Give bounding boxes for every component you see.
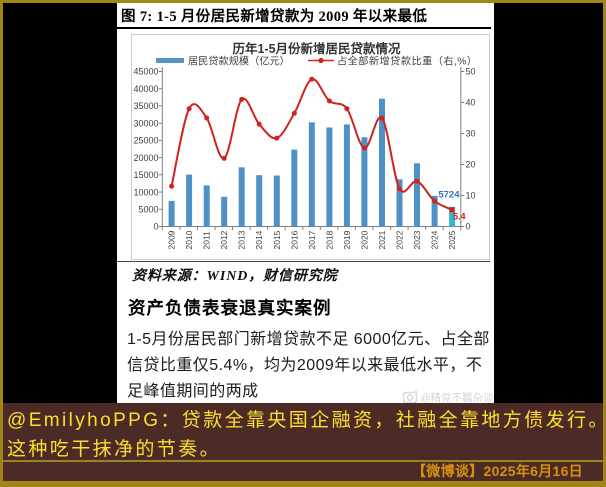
svg-text:10: 10 xyxy=(466,191,476,201)
svg-text:5.4: 5.4 xyxy=(453,212,466,222)
svg-text:2014: 2014 xyxy=(254,230,264,249)
svg-text:10000: 10000 xyxy=(133,187,158,197)
svg-text:2017: 2017 xyxy=(307,230,317,249)
svg-text:15000: 15000 xyxy=(133,170,158,180)
svg-text:居民贷款规模（亿元）: 居民贷款规模（亿元） xyxy=(188,55,290,68)
svg-text:2018: 2018 xyxy=(324,230,334,249)
svg-text:5724: 5724 xyxy=(438,190,460,201)
svg-text:0: 0 xyxy=(153,222,158,232)
svg-text:25000: 25000 xyxy=(133,136,158,146)
svg-text:2020: 2020 xyxy=(359,230,369,249)
svg-text:50: 50 xyxy=(466,67,476,77)
svg-text:20: 20 xyxy=(466,160,476,170)
svg-text:2019: 2019 xyxy=(342,230,352,249)
svg-text:2016: 2016 xyxy=(289,230,299,249)
svg-text:@精覚不羈杂谈: @精覚不羈杂谈 xyxy=(420,391,493,404)
svg-text:2013: 2013 xyxy=(237,230,247,249)
svg-text:2011: 2011 xyxy=(202,231,212,250)
svg-text:5000: 5000 xyxy=(138,205,158,215)
svg-text:2024: 2024 xyxy=(430,230,440,249)
svg-text:20000: 20000 xyxy=(133,153,158,163)
svg-text:2009: 2009 xyxy=(167,230,177,249)
svg-text:40: 40 xyxy=(466,98,476,108)
svg-text:35000: 35000 xyxy=(133,101,158,111)
svg-text:45000: 45000 xyxy=(133,67,158,77)
svg-text:30: 30 xyxy=(466,129,476,139)
svg-text:2015: 2015 xyxy=(272,230,282,249)
svg-text:2010: 2010 xyxy=(184,230,194,249)
svg-text:2021: 2021 xyxy=(377,230,387,249)
svg-text:2023: 2023 xyxy=(412,230,422,249)
svg-text:占全部新增贷款比重（右,%）: 占全部新增贷款比重（右,%） xyxy=(337,55,477,68)
svg-text:2022: 2022 xyxy=(395,230,405,249)
svg-text:2025: 2025 xyxy=(447,230,457,249)
svg-text:40000: 40000 xyxy=(133,84,158,94)
svg-text:30000: 30000 xyxy=(133,118,158,128)
svg-text:0: 0 xyxy=(466,222,471,232)
svg-text:2012: 2012 xyxy=(219,230,229,249)
